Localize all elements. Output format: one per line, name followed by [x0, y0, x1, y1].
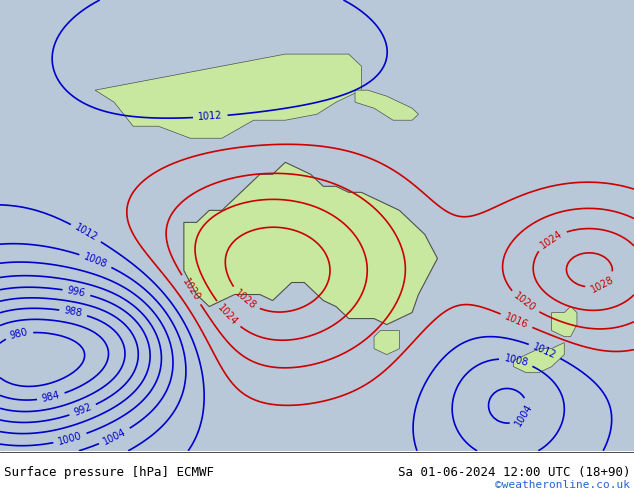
Text: 1012: 1012 — [73, 222, 99, 244]
Text: 1028: 1028 — [233, 288, 258, 311]
Polygon shape — [184, 162, 437, 324]
Text: 984: 984 — [41, 390, 61, 404]
Text: 1020: 1020 — [512, 291, 538, 314]
Polygon shape — [95, 54, 361, 138]
Text: 1004: 1004 — [101, 427, 128, 446]
Text: 1004: 1004 — [514, 401, 534, 428]
Polygon shape — [514, 343, 564, 373]
Text: Surface pressure [hPa] ECMWF: Surface pressure [hPa] ECMWF — [4, 466, 214, 479]
Text: 1028: 1028 — [589, 274, 616, 294]
Text: 992: 992 — [72, 402, 93, 418]
Text: 1008: 1008 — [503, 353, 529, 368]
Text: 1012: 1012 — [531, 341, 558, 361]
Text: 1016: 1016 — [503, 311, 530, 330]
Text: ©weatheronline.co.uk: ©weatheronline.co.uk — [495, 480, 630, 490]
Polygon shape — [374, 331, 399, 355]
Polygon shape — [355, 90, 418, 120]
Text: 980: 980 — [9, 327, 29, 342]
Text: 1008: 1008 — [82, 251, 109, 270]
Text: 1024: 1024 — [538, 228, 564, 250]
Text: 1020: 1020 — [180, 277, 202, 303]
Text: 1000: 1000 — [57, 431, 83, 447]
Text: 996: 996 — [67, 286, 86, 299]
Text: 1012: 1012 — [198, 111, 223, 122]
Text: 1024: 1024 — [216, 302, 240, 327]
Text: 988: 988 — [63, 306, 83, 319]
Text: Sa 01-06-2024 12:00 UTC (18+90): Sa 01-06-2024 12:00 UTC (18+90) — [398, 466, 630, 479]
Polygon shape — [552, 307, 577, 337]
